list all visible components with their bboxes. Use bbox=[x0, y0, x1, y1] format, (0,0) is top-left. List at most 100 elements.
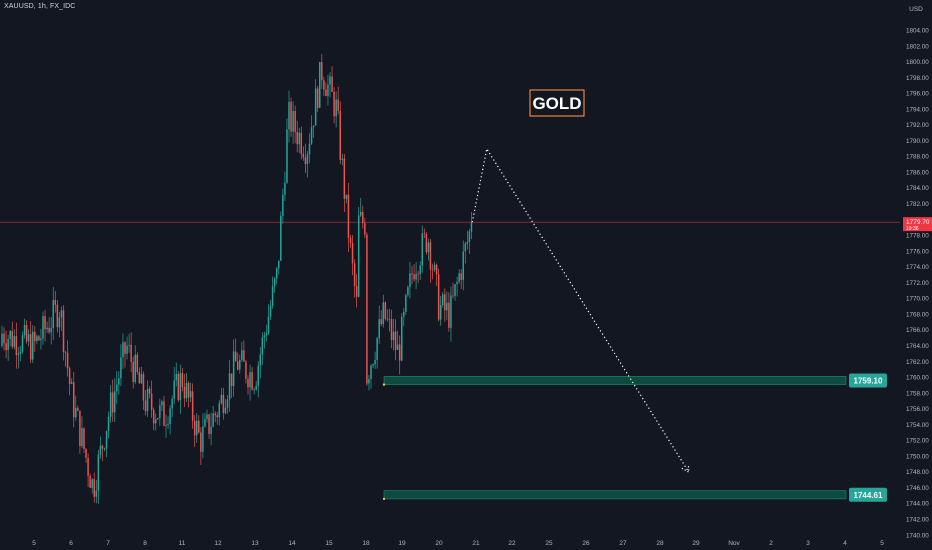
candle-body bbox=[165, 424, 167, 426]
candle-body bbox=[325, 89, 327, 96]
candle bbox=[181, 368, 184, 392]
time-tick-label: 27 bbox=[619, 540, 627, 547]
candle bbox=[284, 171, 286, 201]
candle bbox=[407, 285, 409, 297]
price-tick-label: 1742.00 bbox=[906, 516, 929, 523]
candle bbox=[349, 234, 352, 248]
candle bbox=[444, 288, 446, 322]
time-tick-label: 18 bbox=[362, 540, 370, 547]
candle-body bbox=[316, 88, 319, 108]
candle-body bbox=[163, 401, 165, 426]
candle bbox=[386, 309, 389, 322]
candle bbox=[122, 333, 124, 370]
candle bbox=[321, 54, 323, 89]
candle-body bbox=[388, 318, 391, 320]
candle-body bbox=[122, 342, 124, 358]
candle-body bbox=[13, 336, 16, 347]
candle-body bbox=[321, 62, 323, 81]
candle-body bbox=[396, 344, 399, 350]
candle bbox=[204, 412, 206, 428]
candle bbox=[193, 415, 196, 448]
candle bbox=[380, 310, 382, 327]
candle-body bbox=[335, 99, 337, 117]
zone-anchor bbox=[382, 497, 386, 501]
candle-body bbox=[5, 343, 7, 350]
candle-body bbox=[300, 132, 303, 154]
candle-body bbox=[431, 269, 434, 271]
candle bbox=[146, 380, 149, 417]
candle-body bbox=[366, 234, 368, 384]
candle bbox=[439, 295, 442, 326]
candle bbox=[409, 261, 411, 299]
candle-body bbox=[425, 233, 428, 253]
candle-body bbox=[226, 399, 229, 408]
price-axis[interactable]: USD 1740.00 1742.00 1744.00 1746.00 1748.00 17… bbox=[900, 0, 932, 550]
candle bbox=[364, 218, 366, 239]
candle-body bbox=[107, 416, 110, 431]
candle bbox=[370, 364, 372, 389]
candle-body bbox=[427, 242, 430, 253]
candle-body bbox=[390, 319, 393, 341]
candle bbox=[140, 366, 143, 384]
price-tick-label: 1768.00 bbox=[906, 311, 929, 318]
currency-label: USD bbox=[909, 6, 923, 13]
candle-body bbox=[97, 454, 100, 491]
candle-body bbox=[439, 304, 442, 320]
candle bbox=[421, 225, 423, 273]
candle bbox=[290, 97, 292, 138]
candle-body bbox=[52, 300, 54, 328]
candle-body bbox=[249, 372, 251, 388]
candle bbox=[91, 478, 93, 494]
candle bbox=[226, 395, 229, 414]
candle bbox=[296, 120, 298, 153]
candle bbox=[52, 286, 54, 341]
candle-body bbox=[152, 409, 155, 424]
candle-body bbox=[150, 393, 153, 410]
candle-body bbox=[58, 317, 61, 328]
candle-body bbox=[269, 305, 272, 317]
candle-body bbox=[198, 420, 200, 433]
price-tick-label: 1776.00 bbox=[906, 248, 929, 255]
candle bbox=[249, 364, 251, 401]
candle-body bbox=[70, 382, 73, 384]
candle bbox=[9, 329, 11, 347]
title-box bbox=[529, 89, 585, 117]
price-tick-label: 1790.00 bbox=[906, 138, 929, 145]
candle-body bbox=[25, 325, 28, 342]
candle bbox=[230, 373, 233, 399]
candle-body bbox=[411, 273, 413, 275]
candle-body bbox=[294, 111, 296, 132]
candle bbox=[366, 232, 368, 386]
time-axis[interactable]: 5 6 7 8 11 12 13 14 15 18 19 20 21 22 25 26 27 28 29 Nov 2 3 4… bbox=[32, 540, 884, 547]
candle-body bbox=[48, 327, 50, 333]
candle bbox=[130, 332, 132, 373]
candle bbox=[298, 127, 300, 154]
candle bbox=[34, 326, 36, 352]
candle-body bbox=[282, 194, 284, 216]
price-tick-label: 1766.00 bbox=[906, 327, 929, 334]
candle bbox=[405, 293, 407, 315]
projection-line bbox=[471, 147, 690, 473]
candle bbox=[132, 356, 134, 389]
price-tick-label: 1796.00 bbox=[906, 91, 929, 98]
candle bbox=[157, 417, 159, 421]
candle bbox=[237, 352, 239, 371]
candle bbox=[85, 448, 87, 463]
time-tick-label: 28 bbox=[656, 540, 664, 547]
price-tick-label: 1800.00 bbox=[906, 59, 929, 66]
candle-body bbox=[50, 327, 52, 333]
candle-body bbox=[394, 331, 397, 350]
candle-body bbox=[206, 414, 208, 420]
candle bbox=[11, 321, 13, 350]
price-tick-label: 1788.00 bbox=[906, 154, 929, 161]
candle-body bbox=[23, 325, 26, 336]
candle bbox=[44, 309, 46, 342]
candle bbox=[161, 399, 163, 412]
zone-band bbox=[383, 490, 847, 500]
candle-body bbox=[105, 430, 108, 449]
candle-body bbox=[64, 352, 67, 353]
candle bbox=[333, 87, 335, 124]
candle-body bbox=[421, 233, 423, 266]
candle bbox=[360, 197, 362, 218]
